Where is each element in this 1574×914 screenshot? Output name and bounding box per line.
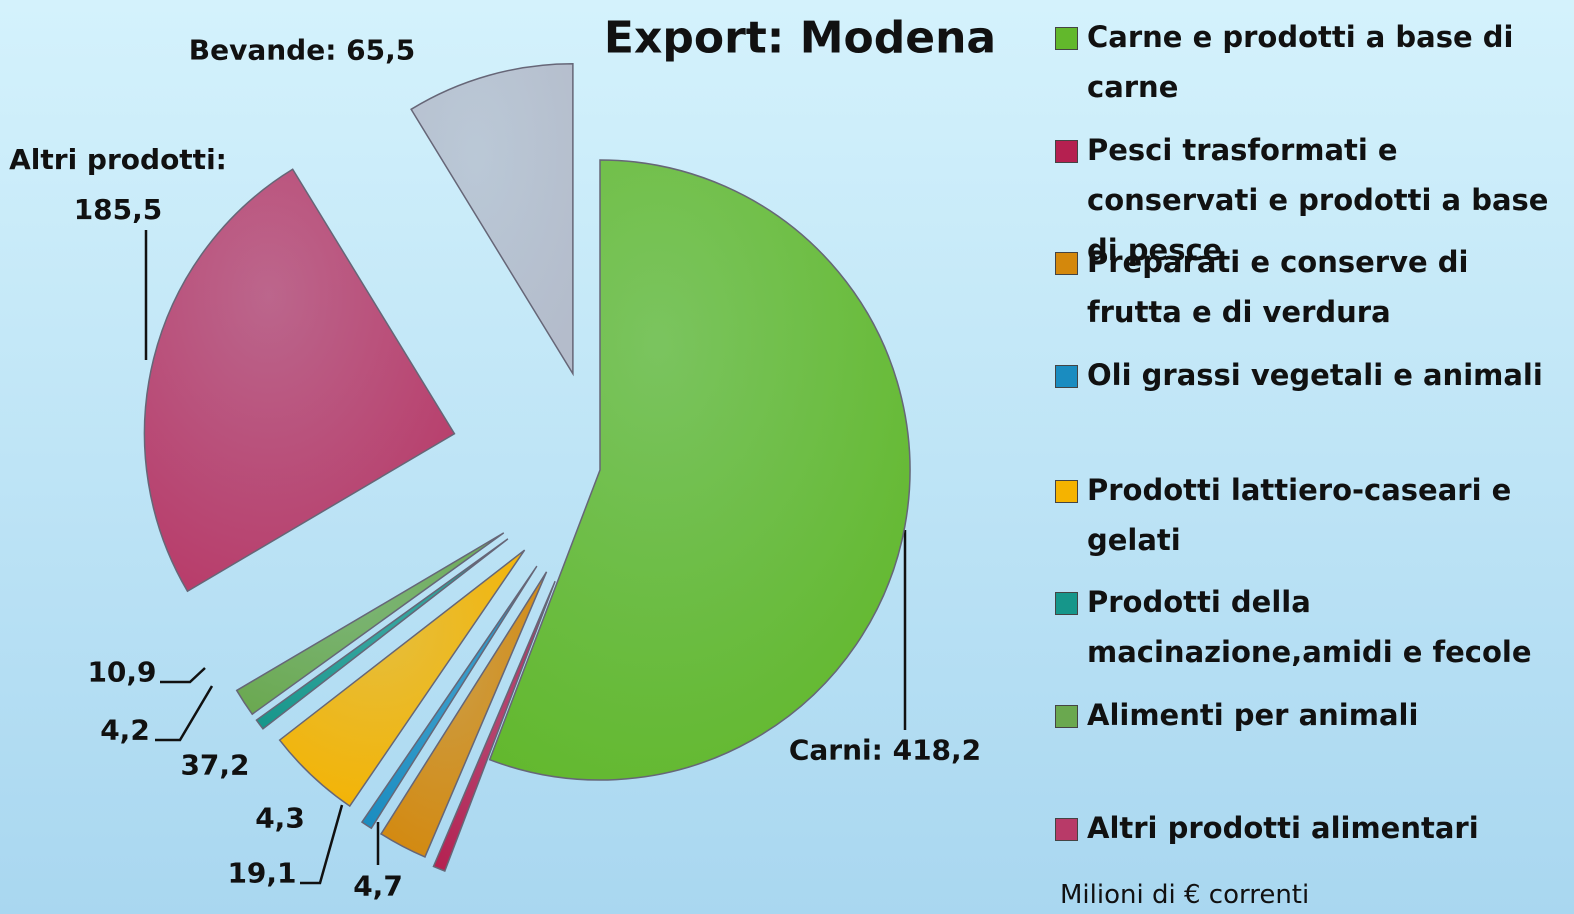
legend-item: Oli grassi vegetali e animali bbox=[1055, 350, 1570, 400]
leader-line bbox=[155, 685, 214, 742]
data-label: 10,9 bbox=[87, 655, 157, 689]
chart-title: Export: Modena bbox=[603, 12, 997, 64]
leader-line bbox=[300, 804, 344, 885]
leader-line bbox=[160, 667, 206, 684]
legend-swatch bbox=[1055, 818, 1078, 841]
data-label: 4,2 bbox=[100, 713, 150, 747]
pie-slice bbox=[380, 571, 548, 858]
legend-label: Preparati e conserve di frutta e di verd… bbox=[1087, 245, 1469, 329]
data-label: 37,2 bbox=[180, 748, 250, 782]
legend-label: Alimenti per animali bbox=[1087, 698, 1419, 732]
data-label: Altri prodotti: 185,5 bbox=[9, 143, 227, 226]
data-label: 19,1 bbox=[227, 856, 297, 890]
legend-label: Oli grassi vegetali e animali bbox=[1087, 358, 1543, 392]
unit-note: Milioni di € correnti bbox=[1060, 880, 1310, 910]
legend-swatch bbox=[1055, 480, 1078, 503]
legend-item: Carne e prodotti a base di carne bbox=[1055, 12, 1570, 112]
pie-slice bbox=[432, 580, 556, 872]
pie-slice bbox=[143, 168, 456, 593]
data-label: 4,3 bbox=[255, 801, 305, 835]
legend-item: Alimenti per animali bbox=[1055, 690, 1570, 740]
legend-item: Prodotti della macinazione,amidi e fecol… bbox=[1055, 577, 1570, 677]
leader-lines bbox=[144, 230, 907, 885]
pie-slice bbox=[410, 62, 574, 377]
legend-label: Carne e prodotti a base di carne bbox=[1087, 20, 1514, 104]
pie-slice bbox=[235, 532, 505, 716]
legend-item: Altri prodotti alimentari bbox=[1055, 803, 1570, 853]
legend-swatch bbox=[1055, 592, 1078, 615]
legend-swatch bbox=[1055, 27, 1078, 50]
pie-slice bbox=[255, 538, 509, 730]
legend-swatch bbox=[1055, 365, 1078, 388]
legend-label: Prodotti della macinazione,amidi e fecol… bbox=[1087, 585, 1532, 669]
pie-slice bbox=[488, 159, 911, 781]
legend-item: Preparati e conserve di frutta e di verd… bbox=[1055, 237, 1570, 337]
legend-item: Pesci trasformati e conservati e prodott… bbox=[1055, 125, 1570, 275]
legend-label: Altri prodotti alimentari bbox=[1087, 811, 1479, 845]
legend-label: Pesci trasformati e conservati e prodott… bbox=[1087, 133, 1549, 267]
legend-item: Prodotti lattiero-caseari e gelati bbox=[1055, 465, 1570, 565]
data-label: Carni: 418,2 bbox=[788, 733, 982, 767]
legend-swatch bbox=[1055, 705, 1078, 728]
pie-slice bbox=[278, 549, 526, 808]
legend-swatch bbox=[1055, 140, 1078, 163]
data-label: Bevande: 65,5 bbox=[188, 33, 416, 67]
legend-label: Prodotti lattiero-caseari e gelati bbox=[1087, 473, 1512, 557]
pie-slice bbox=[360, 565, 538, 830]
legend-swatch bbox=[1055, 252, 1078, 275]
data-label: 4,7 bbox=[353, 869, 403, 903]
